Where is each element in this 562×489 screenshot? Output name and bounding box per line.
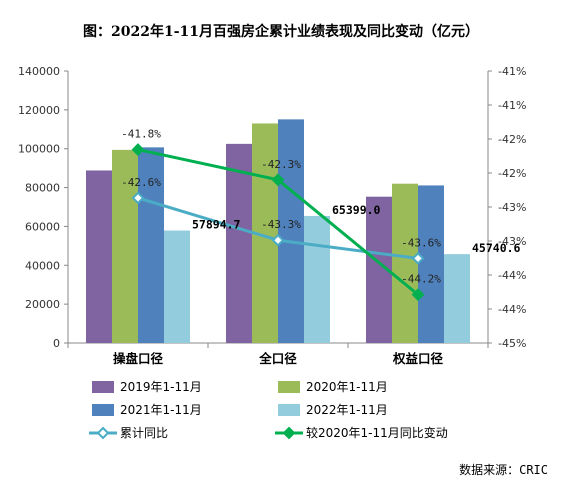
right-tick-label: -41% [498,65,526,78]
line-value-label: -42.6% [121,176,161,189]
line-point [411,251,425,265]
category-label: 权益口径 [392,351,444,366]
legend: 2019年1-11月 2020年1-11月 2021年1-11月 2022年1-11月… [89,380,448,440]
bar [418,185,444,343]
left-tick-label: 20000 [25,298,60,311]
legend-label: 较2020年1-11月同比变动 [306,425,448,440]
legend-swatch [278,381,300,393]
bar-value-label: 57894.7 [192,218,241,232]
line-value-label: -44.2% [401,273,441,286]
legend-label: 2020年1-11月 [306,380,388,394]
left-tick-label: 100000 [18,143,60,156]
category-label: 操盘口径 [113,351,164,366]
bars [86,119,470,344]
line-value-label: -43.3% [261,218,301,231]
bar [86,170,112,343]
left-tick-label: 140000 [18,65,60,78]
line-point [271,233,285,247]
right-tick-label: -44% [498,303,526,316]
source-note: 数据来源：CRIC [459,462,548,477]
bar [112,149,138,343]
left-tick-label: 120000 [18,104,60,117]
left-tick-label: 40000 [25,259,60,272]
right-tick-label: -43% [498,235,526,248]
legend-label: 累计同比 [120,426,168,440]
line-value-label: -43.6% [401,236,441,249]
bar [444,254,470,343]
bar [278,119,304,344]
chart-title: 图：2022年1-11月百强房企累计业绩表现及同比变动（亿元） [83,23,479,40]
line-point [411,288,425,302]
legend-swatch [92,404,114,416]
bar [304,215,330,343]
bar [138,147,164,343]
line-point [131,143,145,156]
bar [164,230,190,343]
legend-swatch [92,381,114,393]
right-tick-label: -42% [498,167,526,180]
line-point [131,191,145,205]
line-value-label: -42.3% [261,158,301,171]
bar [226,143,252,343]
line-point [271,173,285,187]
legend-label: 2021年1-11月 [120,403,202,417]
right-tick-label: -45% [498,337,526,350]
bar-value-label: 65399.0 [332,203,381,217]
lines [131,143,425,302]
legend-swatch [278,404,300,416]
legend-marker [282,426,296,440]
left-tick-label: 80000 [25,182,60,195]
left-tick-label: 0 [53,337,60,350]
category-label: 全口径 [258,351,297,366]
right-tick-label: -44% [498,269,526,282]
left-tick-label: 60000 [25,220,60,233]
right-tick-label: -42% [498,133,526,146]
legend-label: 2022年1-11月 [306,403,388,417]
right-tick-label: -43% [498,201,526,214]
legend-marker [96,426,110,440]
data-labels: 57894.7 65399.0 45740.6 -42.6% -43.3% -43.6% -… [121,128,520,286]
bar-value-label: 45740.6 [472,241,521,255]
bar [392,183,418,343]
legend-label: 2019年1-11月 [120,380,202,394]
line-value-label: -41.8% [121,128,161,141]
axes: 0 20000 40000 60000 80000 100000 120000 140000 -… [18,65,526,366]
right-tick-label: -41% [498,99,526,112]
